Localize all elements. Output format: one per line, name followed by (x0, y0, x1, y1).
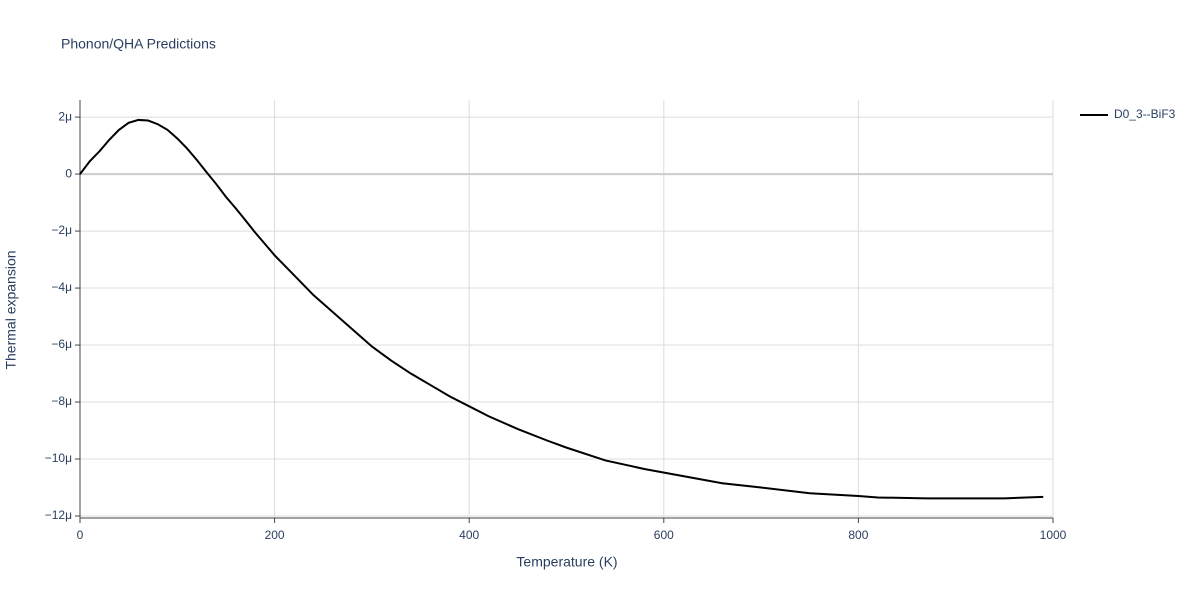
y-tick-label: −6μ (51, 337, 72, 351)
x-tick-label: 600 (654, 528, 674, 542)
data-line (79, 118, 1044, 500)
y-tick-label: 0 (65, 166, 72, 180)
chart-title: Phonon/QHA Predictions (61, 36, 216, 52)
y-tick-label: −8μ (51, 394, 72, 408)
y-tick-label: −12μ (45, 508, 72, 522)
y-axis-title: Thermal expansion (3, 250, 19, 369)
y-tick-label: −2μ (51, 223, 72, 237)
x-tick-label: 400 (459, 528, 479, 542)
x-tick-label: 1000 (1040, 528, 1067, 542)
x-tick-label: 0 (77, 528, 84, 542)
y-tick-label: −4μ (51, 280, 72, 294)
x-tick-label: 800 (848, 528, 868, 542)
y-tick-label: 2μ (58, 109, 72, 123)
y-tick-label: −10μ (45, 451, 72, 465)
legend-label: D0_3--BiF3 (1114, 107, 1176, 121)
x-axis-title: Temperature (K) (516, 554, 617, 570)
x-tick-label: 200 (265, 528, 285, 542)
